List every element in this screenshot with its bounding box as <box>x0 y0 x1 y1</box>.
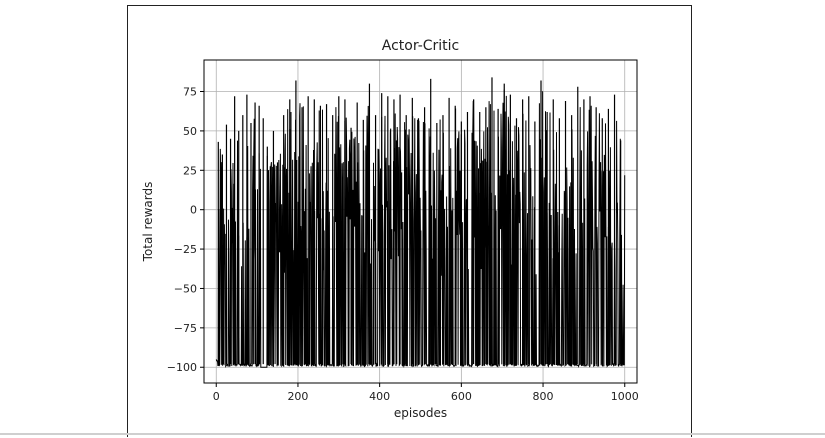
x-tick-label: 200 <box>287 390 308 403</box>
axis-ticks: −100 −75 −50 −25 0 25 50 75 0 200 400 600 800 1000 <box>167 86 639 403</box>
x-tick-label: 400 <box>369 390 390 403</box>
y-tick-label: 0 <box>190 204 197 217</box>
chart-title: Actor-Critic <box>382 38 460 54</box>
axes-box <box>203 59 638 384</box>
y-tick-label: 75 <box>183 86 197 99</box>
y-tick-label: −25 <box>174 243 197 256</box>
y-tick-label: −50 <box>174 282 197 295</box>
y-tick-label: 50 <box>183 125 197 138</box>
y-tick-label: −100 <box>167 361 197 374</box>
x-axis-title: episodes <box>394 406 447 420</box>
reward-line <box>215 89 626 369</box>
reward-series <box>215 77 626 369</box>
y-tick-label: −75 <box>174 322 197 335</box>
y-axis-title: Total rewards <box>141 182 155 263</box>
bottom-divider <box>0 433 825 435</box>
x-tick-label: 800 <box>533 390 554 403</box>
x-tick-label: 1000 <box>611 390 639 403</box>
x-tick-label: 600 <box>451 390 472 403</box>
x-tick-label: 0 <box>213 390 220 403</box>
y-tick-label: 25 <box>183 164 197 177</box>
